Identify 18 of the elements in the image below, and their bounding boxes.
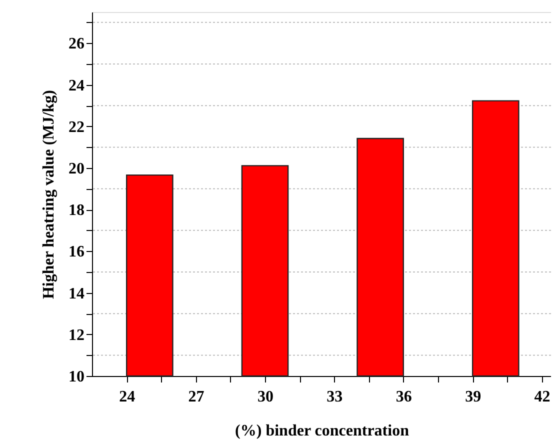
y-tick-label: 22 [68, 118, 84, 136]
y-tick-label: 26 [68, 36, 84, 53]
x-tick-label: 30 [257, 388, 274, 406]
y-tick-label: 14 [68, 285, 84, 302]
x-tick-label: 33 [326, 388, 343, 406]
x-tick-label: 39 [465, 388, 482, 406]
y-tick-label: 12 [68, 326, 84, 344]
x-axis-title: (%) binder concentration [235, 422, 410, 440]
y-tick-label: 24 [68, 77, 84, 94]
y-tick-label: 16 [68, 244, 84, 261]
x-tick-label: 27 [188, 388, 204, 406]
y-axis-title: Higher heatring value (MJ/kg) [40, 90, 58, 300]
y-tick-label: 20 [68, 160, 84, 178]
y-tick-label: 10 [68, 368, 84, 386]
x-tick-label: 42 [534, 388, 550, 406]
x-tick-label: 36 [396, 388, 412, 406]
y-tick-label: 18 [68, 202, 84, 220]
x-tick-label: 24 [119, 388, 136, 406]
